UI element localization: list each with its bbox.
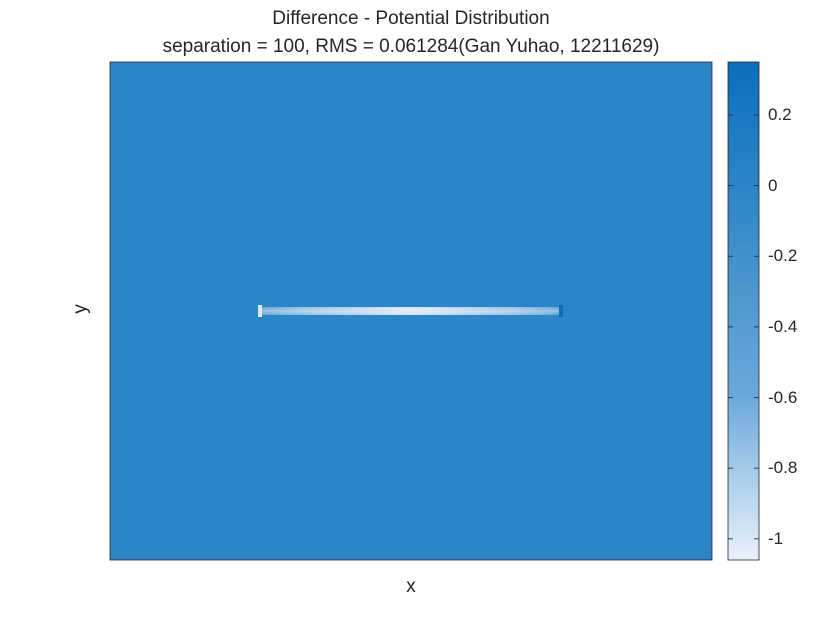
- colorbar: [727, 61, 760, 561]
- strip-highlight: [262, 307, 559, 315]
- strip-left-spike: [258, 305, 262, 317]
- colorbar-tick-label: 0.2: [768, 104, 792, 124]
- colorbar-ticks: [728, 114, 759, 540]
- colorbar-tick-label: -0.8: [768, 458, 798, 478]
- colorbar-tick-label: 0: [768, 175, 778, 195]
- chart-title: Difference - Potential Distribution: [272, 8, 550, 29]
- chart-subtitle: separation = 100, RMS = 0.061284(Gan Yuh…: [162, 36, 660, 57]
- line-charge-strip: [258, 305, 563, 317]
- strip-right-spike: [559, 305, 563, 317]
- colorbar-tick-label: -0.6: [768, 387, 798, 407]
- y-axis-label: y: [69, 304, 91, 314]
- colorbar-tick-label: -0.4: [768, 316, 798, 336]
- x-axis-label: x: [406, 576, 416, 597]
- colorbar-tick-label: -1: [768, 528, 784, 548]
- colorbar-tick-label: -0.2: [768, 246, 798, 266]
